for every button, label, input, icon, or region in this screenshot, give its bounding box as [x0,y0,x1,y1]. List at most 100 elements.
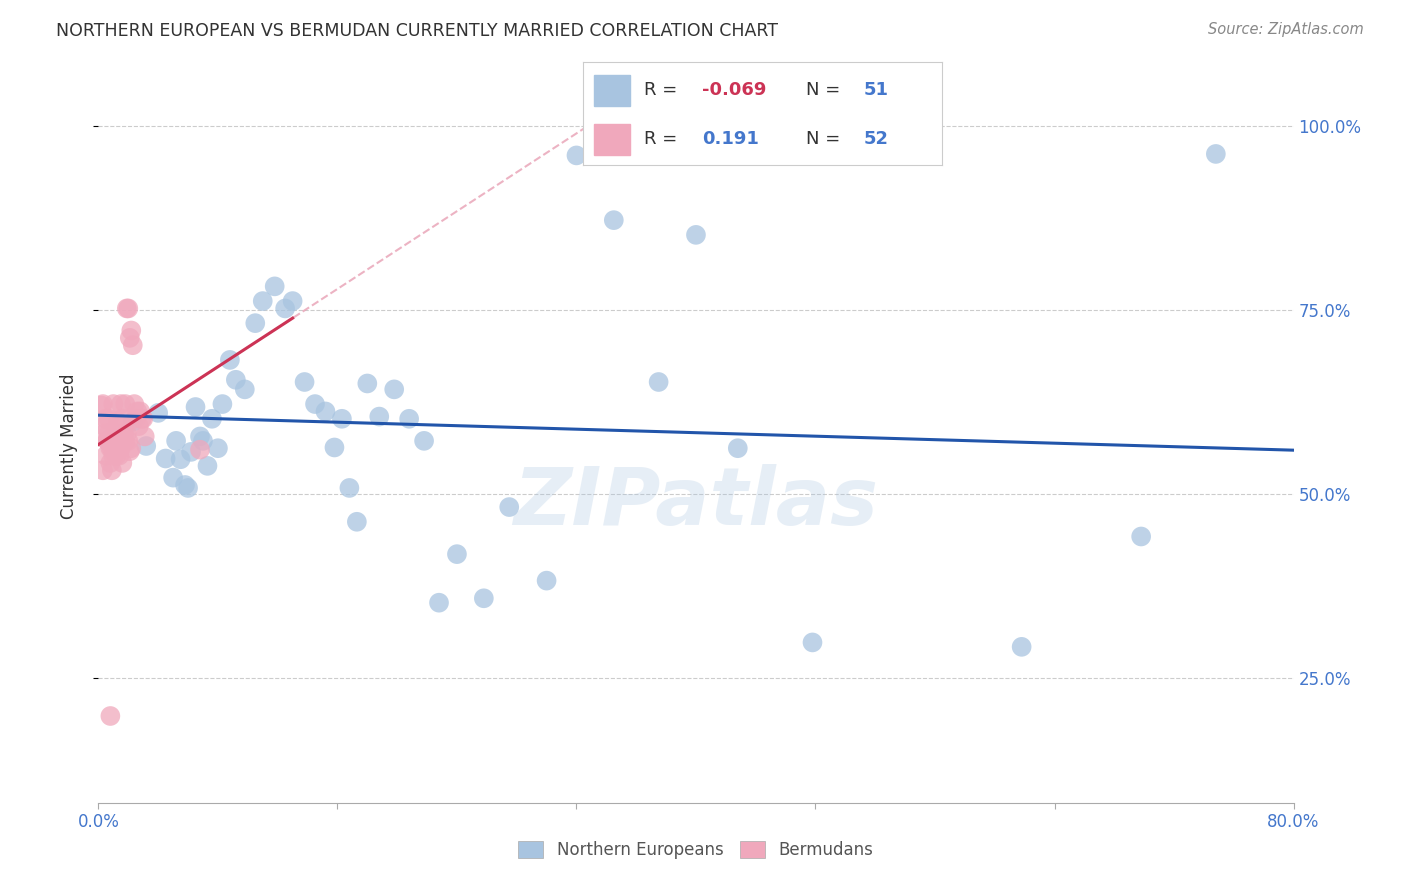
Point [201,411,224,425]
Point [162,470,184,484]
Point [93,426,115,441]
Point [225,373,247,387]
Text: Source: ZipAtlas.com: Source: ZipAtlas.com [1208,22,1364,37]
Point [368,409,391,424]
Point [536,574,558,588]
Point [103,449,125,463]
Point [315,404,337,418]
Point [498,500,520,514]
Point [117,434,139,448]
Point [93,419,115,434]
Point [323,441,346,455]
Point [98,709,122,723]
Point [134,429,156,443]
Point [91,397,114,411]
Point [107,415,129,429]
Point [91,463,114,477]
Point [90,399,112,413]
Point [191,434,214,448]
Point [1130,529,1153,543]
Point [263,279,285,293]
Point [98,456,122,470]
Point [114,397,136,411]
Point [97,411,120,425]
Point [801,635,824,649]
Point [97,426,120,441]
Point [219,353,242,368]
Point [233,382,256,396]
Text: N =: N = [806,81,846,99]
Point [114,434,136,448]
Point [98,441,122,455]
Point [125,411,148,425]
Point [132,411,155,425]
Point [647,375,669,389]
Point [117,301,139,316]
Text: R =: R = [644,81,683,99]
Text: -0.069: -0.069 [702,81,766,99]
Point [112,426,135,441]
Point [131,411,153,425]
Point [110,397,132,411]
Point [121,415,143,429]
Text: 0.191: 0.191 [702,130,759,148]
Point [252,294,274,309]
Point [356,376,378,391]
Point [118,444,141,458]
Point [180,445,202,459]
Point [105,426,128,441]
Point [174,478,197,492]
Point [108,434,131,448]
Point [94,411,117,425]
Point [101,441,124,455]
Bar [595,75,630,105]
Point [120,441,142,455]
Y-axis label: Currently Married: Currently Married [59,373,77,519]
Text: N =: N = [806,130,846,148]
Point [118,331,141,345]
Point [155,451,177,466]
Point [245,316,267,330]
Point [129,404,152,418]
Point [346,515,368,529]
Point [188,429,211,443]
Point [169,452,191,467]
Point [107,441,129,455]
Point [115,426,138,441]
Text: NORTHERN EUROPEAN VS BERMUDAN CURRENTLY MARRIED CORRELATION CHART: NORTHERN EUROPEAN VS BERMUDAN CURRENTLY … [56,22,779,40]
Point [177,481,200,495]
Point [124,397,146,411]
Point [96,434,118,448]
Point [1011,640,1033,654]
Point [427,596,450,610]
Point [112,419,135,434]
Point [446,547,468,561]
Point [184,400,207,414]
Point [103,397,125,411]
Text: R =: R = [644,130,683,148]
Point [472,591,495,606]
Legend: Northern Europeans, Bermudans: Northern Europeans, Bermudans [512,834,880,866]
Point [565,148,588,162]
Point [211,397,233,411]
Point [148,406,170,420]
Point [281,294,304,309]
Point [413,434,436,448]
Point [274,301,297,316]
Point [339,481,361,495]
Point [197,458,219,473]
Point [94,449,117,463]
Point [398,411,420,425]
Point [104,429,127,443]
Point [1205,147,1227,161]
Point [96,434,118,448]
Text: 51: 51 [863,81,889,99]
Point [101,463,124,477]
Point [120,324,142,338]
Point [304,397,326,411]
Point [188,442,211,457]
Point [127,404,149,418]
Point [382,382,405,396]
Point [685,227,707,242]
Point [108,449,131,463]
